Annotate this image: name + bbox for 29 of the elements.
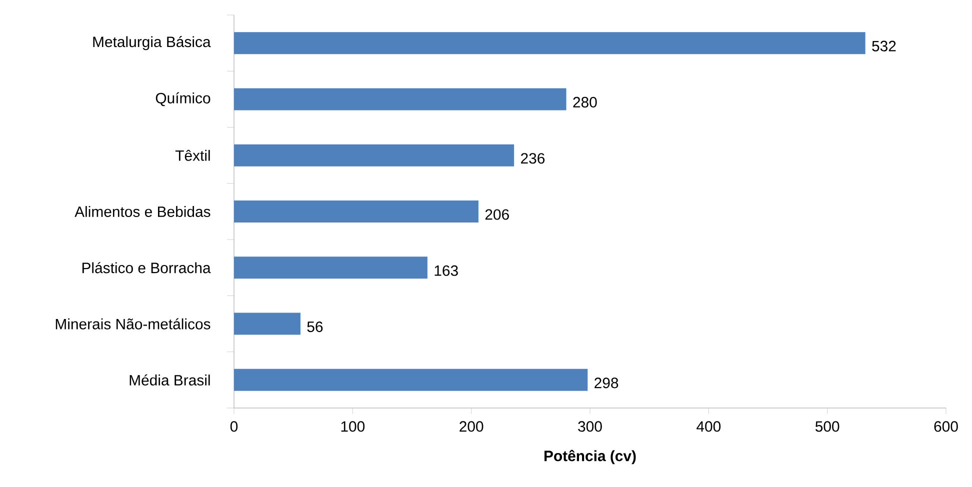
x-axis-title: Potência (cv) [544, 450, 636, 464]
x-tick-label: 200 [460, 421, 484, 432]
y-tick-label: Plástico e Borracha [82, 262, 211, 274]
bar [234, 200, 478, 223]
y-tick-label: Média Brasil [130, 374, 210, 386]
x-tick-label: 0 [230, 421, 238, 432]
x-tick-label: 400 [696, 421, 721, 432]
data-label: 236 [521, 153, 545, 164]
y-tick-label: Químico [156, 92, 210, 106]
x-tick-label: 500 [815, 421, 840, 432]
y-tick-label: Têxtil [175, 150, 210, 161]
x-tick-label: 100 [341, 421, 365, 432]
bar [234, 88, 566, 110]
bar [234, 368, 588, 391]
x-tick-label: 600 [934, 421, 958, 432]
bar [234, 312, 300, 335]
data-label: 532 [872, 40, 896, 52]
y-tick-label: Minerais Não-metálicos [56, 318, 210, 330]
y-tick-label: Alimentos e Bebidas [74, 206, 210, 217]
data-label: 280 [573, 96, 597, 108]
x-tick-label: 300 [578, 421, 602, 432]
data-label: 56 [307, 322, 323, 332]
data-label: 163 [434, 265, 458, 276]
bar [234, 256, 428, 279]
bar [234, 32, 866, 54]
data-label: 298 [594, 378, 618, 388]
y-tick-label: Metalurgia Básica [93, 36, 211, 50]
data-label: 206 [485, 209, 509, 220]
bar [234, 144, 514, 166]
